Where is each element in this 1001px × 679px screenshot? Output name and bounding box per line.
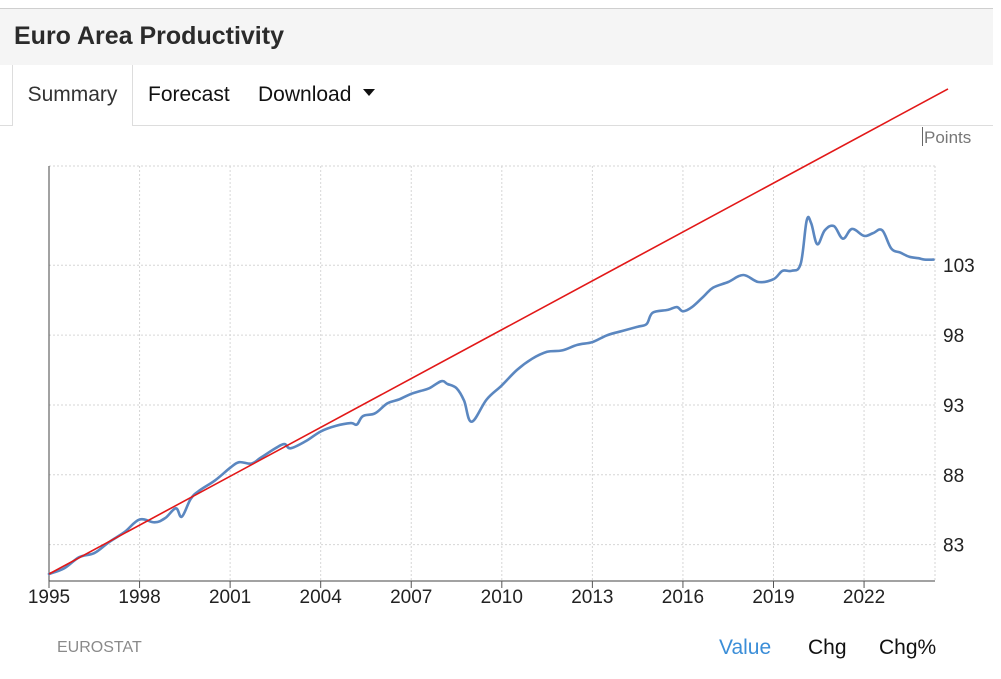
y-tick-label: 103 bbox=[943, 256, 975, 277]
units-text: Points bbox=[924, 128, 972, 147]
x-tick-label: 2001 bbox=[209, 587, 251, 608]
productivity-series-line bbox=[47, 215, 935, 576]
tab-bar: Summary Forecast Download bbox=[0, 65, 993, 126]
series-layer bbox=[47, 88, 949, 576]
x-tick-label: 2004 bbox=[300, 587, 343, 608]
header-bar: Euro Area Productivity bbox=[0, 8, 993, 66]
value-button[interactable]: Value bbox=[719, 636, 772, 659]
text-cursor-icon bbox=[922, 127, 923, 146]
caret-down-icon bbox=[363, 88, 376, 96]
grid bbox=[48, 165, 936, 581]
y-tick-label: 83 bbox=[943, 536, 964, 557]
x-tick-label: 2007 bbox=[390, 587, 432, 608]
trend-line bbox=[48, 88, 949, 575]
y-tick-label: 98 bbox=[943, 326, 964, 347]
x-tick-label: 2016 bbox=[662, 587, 704, 608]
units-label: Points bbox=[922, 127, 971, 148]
y-axis-ticks: 83 88 93 98 103 bbox=[943, 256, 975, 556]
x-tick-label: 1995 bbox=[28, 587, 70, 608]
y-tick-label: 88 bbox=[943, 466, 964, 487]
axes bbox=[48, 166, 935, 582]
x-tick-label: 2019 bbox=[752, 587, 794, 608]
x-tick-label: 1998 bbox=[118, 587, 160, 608]
source-label: EUROSTAT bbox=[57, 639, 142, 656]
x-axis-ticks: 1995 1998 2001 2004 2007 2010 2013 2016 2019 2022 bbox=[28, 581, 885, 608]
y-tick-label: 93 bbox=[943, 396, 964, 417]
x-tick-label: 2010 bbox=[481, 587, 523, 608]
chg-pct-button[interactable]: Chg% bbox=[879, 636, 937, 659]
download-label: Download bbox=[258, 83, 352, 106]
x-tick-label: 2013 bbox=[571, 587, 613, 608]
tab-summary[interactable]: Summary bbox=[12, 65, 133, 126]
tab-download[interactable]: Download bbox=[258, 65, 376, 125]
x-tick-label: 2022 bbox=[843, 587, 885, 608]
page-title: Euro Area Productivity bbox=[14, 22, 284, 50]
chg-button[interactable]: Chg bbox=[808, 636, 847, 659]
tab-forecast[interactable]: Forecast bbox=[148, 83, 230, 106]
